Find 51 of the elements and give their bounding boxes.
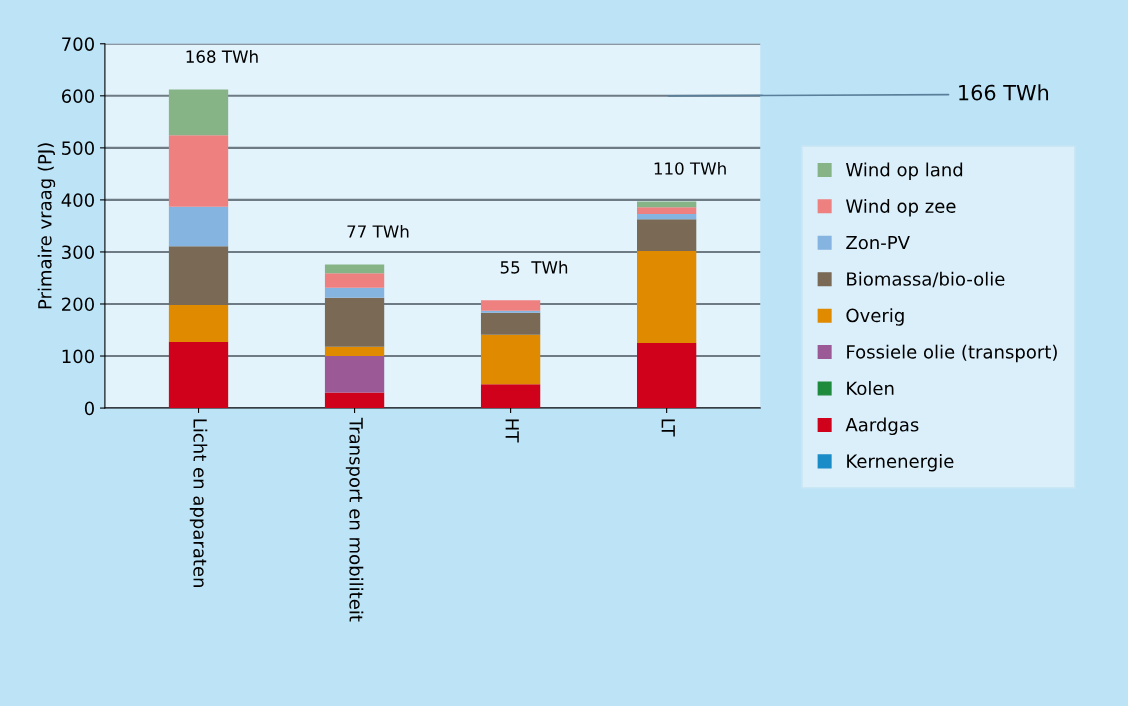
bar (637, 201, 697, 208)
bar (480, 384, 541, 409)
bar (480, 300, 541, 311)
x-tick-label: HT (505, 419, 519, 443)
bar (168, 341, 229, 409)
annotation: 55 TWh (500, 260, 568, 274)
annotation: 168 TWh (186, 50, 258, 63)
bar (637, 250, 697, 344)
y-tick-label: 300 (62, 245, 94, 260)
legend-label: Overig (846, 308, 904, 326)
bar (324, 273, 385, 288)
bar (168, 305, 229, 342)
bar (480, 312, 541, 335)
bar (168, 246, 229, 306)
bar (168, 89, 229, 136)
bar (637, 219, 697, 251)
bar (324, 264, 385, 274)
x-tick-label: Transport en mobiliteit (345, 417, 364, 622)
legend-label: Kernenergie (847, 453, 954, 472)
bar (324, 287, 385, 298)
annotation: 110 TWh (654, 161, 726, 175)
bar (324, 297, 385, 347)
legend-label: Kolen (847, 381, 894, 396)
y-tick-label: 0 (84, 401, 94, 416)
bar (480, 310, 541, 313)
y-tick-label: 600 (61, 89, 94, 103)
y-tick-label: 200 (62, 297, 94, 312)
bar (168, 135, 229, 207)
legend-label: Biomassa/bio-olie (847, 271, 1005, 288)
bar (324, 346, 385, 357)
legend-label: Zon-PV (846, 235, 910, 250)
y-tick-label: 100 (62, 349, 94, 364)
bar (168, 206, 229, 247)
y-axis-title: Primaire vraag (PJ) (37, 143, 56, 309)
bar (480, 334, 541, 385)
x-tick-label: LT (661, 419, 675, 437)
bar (324, 392, 385, 409)
y-tick-label: 400 (61, 193, 94, 208)
x-tick-label: Licht en apparaten (189, 419, 208, 587)
legend-label: Wind op zee (846, 198, 956, 217)
y-tick-label: 700 (62, 37, 94, 51)
bar (324, 356, 385, 393)
bar (637, 207, 697, 214)
y-tick-label: 500 (62, 141, 94, 155)
legend-label: Wind op land (846, 162, 963, 180)
legend-label: Aardgas (845, 417, 919, 436)
bar (637, 343, 697, 409)
text: 166 TWh (959, 84, 1049, 101)
legend-label: Fossiele olie (transport) (847, 344, 1057, 363)
annotation: 77 TWh (347, 224, 409, 238)
bar (637, 213, 697, 220)
